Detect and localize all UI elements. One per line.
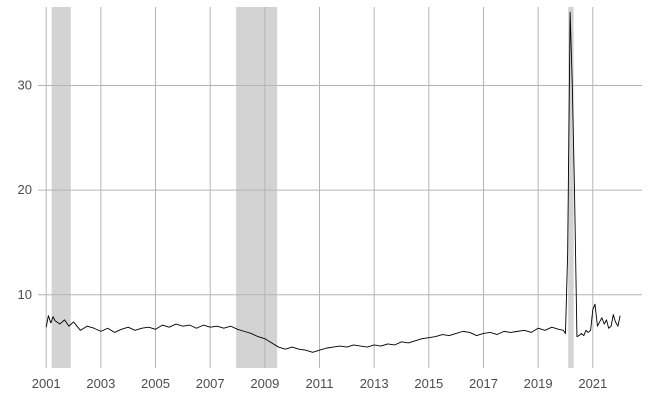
horizontal-gridlines: [38, 84, 642, 296]
x-tick-label-2007: 2007: [196, 376, 225, 391]
x-tick-label-2009: 2009: [250, 376, 279, 391]
series-layer: [45, 11, 621, 353]
series-line-0: [45, 11, 621, 353]
recession-shading: [51, 7, 574, 368]
x-axis-tick-labels: 2001 2003 2005 2007 2009 2011 2013 2015 2017 2019…: [32, 376, 608, 391]
x-tick-label-2013: 2013: [360, 376, 389, 391]
x-tick-label-2019: 2019: [524, 376, 553, 391]
x-tick-label-2001: 2001: [32, 376, 61, 391]
x-tick-label-2003: 2003: [86, 376, 115, 391]
y-axis-tick-labels: 10 20 30: [18, 77, 32, 301]
y-tick-label-30: 30: [18, 77, 32, 92]
y-tick-label-10: 10: [18, 287, 32, 302]
recession-band-0: [51, 7, 71, 368]
x-tick-label-2015: 2015: [414, 376, 443, 391]
x-tick-label-2005: 2005: [141, 376, 170, 391]
y-tick-label-20: 20: [18, 182, 32, 197]
recession-band-2: [568, 7, 574, 368]
x-tick-label-2021: 2021: [578, 376, 607, 391]
x-tick-label-2011: 2011: [306, 376, 334, 391]
vertical-gridlines: [45, 7, 594, 368]
x-tick-label-2017: 2017: [469, 376, 498, 391]
recession-band-1: [236, 7, 278, 368]
